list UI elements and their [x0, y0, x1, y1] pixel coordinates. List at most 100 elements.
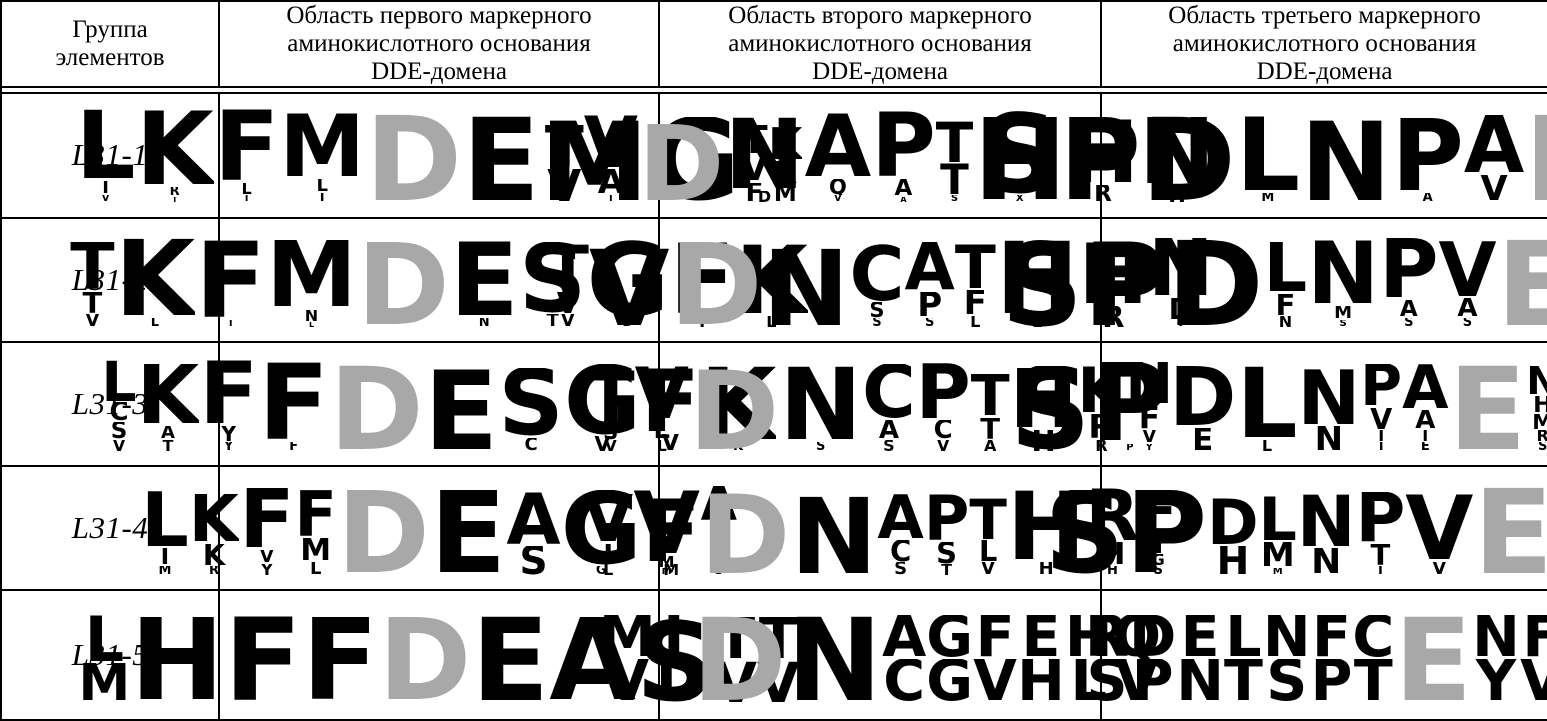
- logo-residue: T: [980, 417, 1001, 440]
- logo-residue: E: [1473, 486, 1547, 577]
- logo-residue: L: [309, 562, 322, 577]
- logo-residue: T: [941, 564, 953, 577]
- logo-residue: A: [506, 492, 561, 547]
- logo-position-stack: N: [1300, 109, 1391, 203]
- logo-residue: F: [1275, 293, 1296, 316]
- logo-residue: S: [1339, 319, 1347, 328]
- header-region3: Область третьего маркерного аминокислотн…: [1100, 0, 1547, 88]
- logo-residue: C: [524, 437, 538, 452]
- header-region3-line1: Область третьего маркерного: [1168, 2, 1481, 29]
- table-body: L31-1 L I V K R T F L I M L I D E M G T V F K R M T V V A I D N D A Q V P A…: [0, 85, 1547, 721]
- logo-residue: H: [130, 617, 224, 704]
- logo-residue: K: [202, 544, 226, 567]
- logo-residue: A: [1422, 193, 1433, 204]
- logo-residue: H: [1168, 187, 1186, 204]
- logo-residue: T: [1353, 659, 1393, 704]
- logo-residue: T: [586, 369, 635, 424]
- table-row: L31-2 T T V K L F I M N L D E N S T G D F Y K L T V V V D N C S S A P S T F…: [0, 216, 1547, 343]
- logo-residue: G: [1151, 554, 1165, 567]
- logo-residue: H: [1107, 566, 1118, 577]
- logo-residue: A: [983, 439, 997, 452]
- logo-residue: V: [633, 490, 700, 557]
- logo-residue: E: [429, 490, 507, 577]
- logo-residue: D: [637, 123, 725, 204]
- logo-residue: L: [1070, 659, 1107, 704]
- logo-residue: F: [1139, 490, 1177, 533]
- logo-residue: Q: [828, 179, 847, 196]
- logo-residue: P: [1058, 117, 1142, 204]
- header-region1-line1: Область первого маркерного: [286, 2, 592, 29]
- logo-residue: D: [364, 113, 463, 204]
- group-label-cell: L31-3: [0, 340, 220, 468]
- logo-residue: I: [603, 544, 614, 565]
- logo-residue: T: [741, 125, 768, 156]
- logo-residue: D: [329, 363, 424, 452]
- logo-residue: V: [1438, 239, 1497, 298]
- logo-residue: V: [634, 365, 689, 420]
- logo-residue: T: [1370, 544, 1391, 567]
- logo-residue: V: [714, 661, 757, 704]
- logo-residue: Y: [1145, 443, 1153, 452]
- logo-residue: A: [1457, 297, 1478, 318]
- logo-residue: V: [1114, 659, 1159, 704]
- logo-residue: L: [655, 659, 693, 704]
- logo-residue: M: [773, 185, 797, 204]
- logo-residue: L: [978, 540, 998, 563]
- logo-residue: T: [716, 617, 756, 662]
- logo-residue: S: [1404, 317, 1414, 328]
- logo-residue: A: [877, 494, 924, 541]
- logo-residue: N: [1296, 494, 1356, 549]
- logo-residue: T: [935, 121, 974, 164]
- logo-residue: M: [78, 663, 131, 704]
- logo-cell-region3: SPDLFNNMSPASVASENMIPCCV: [1001, 216, 1547, 343]
- logo-position-stack: D: [692, 609, 787, 703]
- logo-residue: L: [101, 359, 137, 402]
- logo-residue: N: [762, 247, 850, 328]
- logo-residue: V: [259, 550, 274, 565]
- logo-residue: D: [622, 317, 634, 328]
- logo-position-stack: D: [378, 609, 471, 703]
- logo-residue: H: [1009, 367, 1078, 430]
- logo-residue: N: [1138, 117, 1216, 188]
- logo-residue: M: [300, 538, 332, 563]
- logo-position-stack: D: [365, 109, 462, 203]
- logo-residue: S: [872, 317, 882, 328]
- logo-residue: C: [883, 659, 926, 704]
- logo-residue: Y: [696, 315, 708, 328]
- logo-residue: V: [981, 562, 996, 577]
- logo-position-stack: P: [1125, 482, 1207, 576]
- logo-residue: R: [1094, 185, 1112, 204]
- header-group: Группа элементов: [0, 0, 220, 88]
- logo-residue: I: [1378, 429, 1385, 442]
- logo-residue: V: [834, 195, 842, 204]
- logo-residue: V: [583, 494, 634, 545]
- logo-residue: V: [973, 659, 1018, 704]
- logo-residue: D: [1128, 615, 1177, 660]
